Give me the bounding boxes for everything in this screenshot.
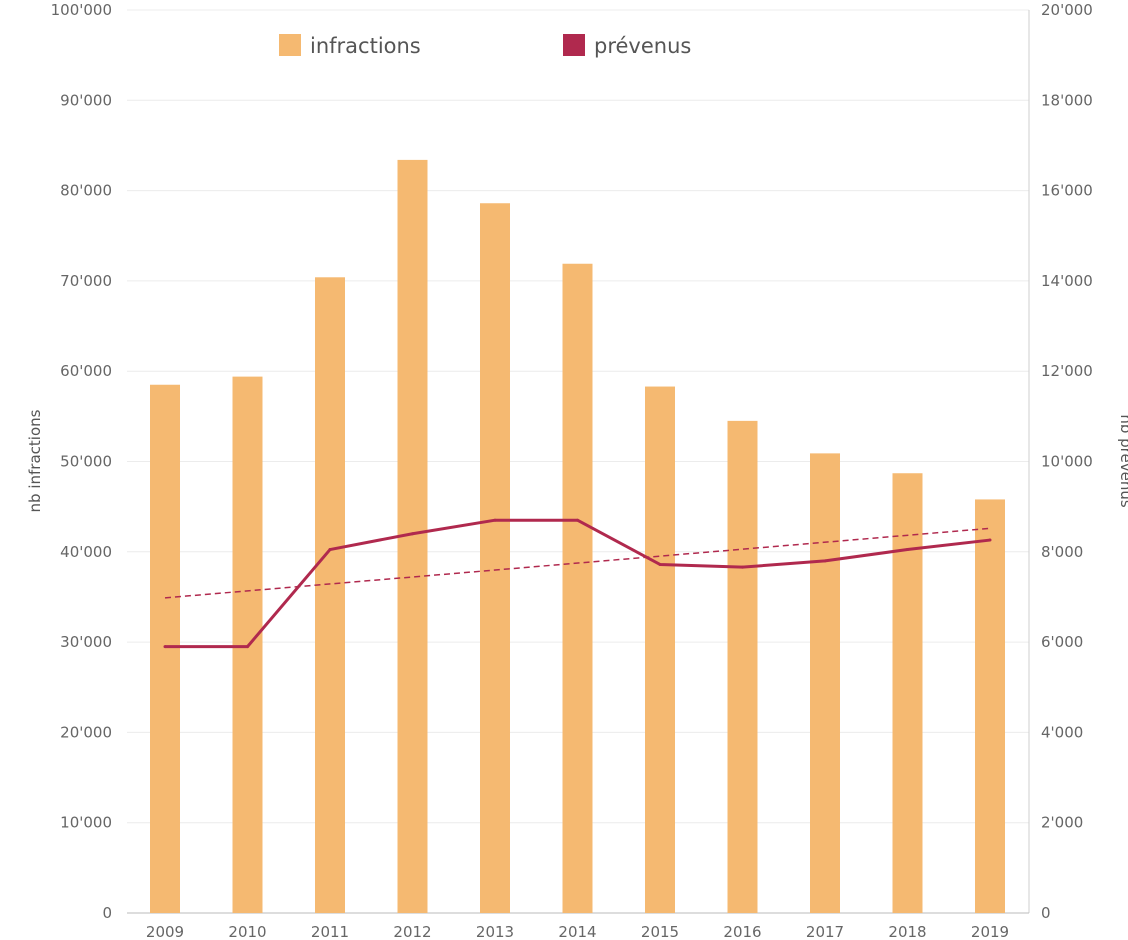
y-tick-label-right: 0 bbox=[1041, 904, 1051, 922]
x-tick-label: 2017 bbox=[806, 923, 844, 940]
y-tick-label-right: 12'000 bbox=[1041, 362, 1093, 380]
bar-infractions bbox=[480, 203, 510, 913]
bar-series-infractions bbox=[150, 159, 1005, 914]
y-tick-label-left: 30'000 bbox=[60, 633, 112, 651]
legend-swatch-infractions bbox=[279, 34, 301, 56]
bar-infractions bbox=[562, 263, 593, 913]
x-tick-label: 2009 bbox=[146, 923, 184, 940]
y-tick-label-left: 60'000 bbox=[60, 362, 112, 380]
point-prevenus bbox=[823, 559, 827, 563]
y-tick-label-left: 10'000 bbox=[60, 814, 112, 832]
y-tick-label-left: 40'000 bbox=[60, 543, 112, 561]
y-tick-label-right: 4'000 bbox=[1041, 723, 1083, 741]
y-tick-label-left: 0 bbox=[102, 904, 112, 922]
y-tick-label-right: 14'000 bbox=[1041, 272, 1093, 290]
y-tick-label-right: 20'000 bbox=[1041, 1, 1093, 19]
y-axis-title-right: nb prévenus bbox=[1117, 414, 1128, 508]
bar-infractions bbox=[645, 386, 675, 913]
legend: infractions prévenus bbox=[279, 34, 691, 58]
point-prevenus bbox=[246, 645, 249, 649]
x-tick-label: 2013 bbox=[476, 923, 514, 940]
x-tick-label: 2014 bbox=[558, 923, 596, 940]
bar-infractions bbox=[315, 277, 345, 914]
point-prevenus bbox=[906, 548, 909, 552]
legend-label-prevenus: prévenus bbox=[594, 34, 691, 58]
bar-infractions bbox=[892, 473, 923, 913]
x-tick-label: 2015 bbox=[641, 923, 679, 940]
point-prevenus bbox=[163, 645, 167, 649]
x-tick-label: 2012 bbox=[393, 923, 431, 940]
point-prevenus bbox=[988, 538, 992, 542]
bar-infractions bbox=[150, 384, 180, 913]
y-tick-label-right: 2'000 bbox=[1041, 814, 1083, 832]
y-tick-label-left: 50'000 bbox=[60, 453, 112, 471]
line-series-prevenus bbox=[163, 518, 992, 649]
point-prevenus bbox=[411, 532, 414, 536]
legend-swatch-prevenus bbox=[563, 34, 585, 56]
y-tick-label-left: 80'000 bbox=[60, 182, 112, 200]
bar-infractions bbox=[975, 499, 1005, 913]
y-tick-label-left: 20'000 bbox=[60, 723, 112, 741]
tick-labels: 0 0 10'000 2'000 20'000 4'000 30'000 6'000 40'00… bbox=[26, 1, 1128, 940]
y-tick-label-left: 90'000 bbox=[60, 91, 112, 109]
bar-infractions bbox=[727, 420, 758, 913]
x-tick-label: 2019 bbox=[971, 923, 1009, 940]
point-prevenus bbox=[741, 565, 744, 569]
y-tick-label-right: 16'000 bbox=[1041, 182, 1093, 200]
y-axis-title-left: nb infractions bbox=[26, 409, 44, 512]
x-tick-label: 2016 bbox=[723, 923, 761, 940]
x-tick-label: 2011 bbox=[311, 923, 349, 940]
point-prevenus bbox=[658, 562, 662, 566]
trendline-prevenus bbox=[164, 527, 991, 599]
y-tick-label-right: 18'000 bbox=[1041, 91, 1093, 109]
bar-infractions bbox=[810, 453, 840, 913]
y-tick-label-left: 70'000 bbox=[60, 272, 112, 290]
y-tick-label-left: 100'000 bbox=[51, 1, 112, 19]
point-prevenus bbox=[493, 518, 497, 522]
point-prevenus bbox=[576, 518, 579, 522]
x-tick-label: 2010 bbox=[228, 923, 266, 940]
y-tick-label-right: 10'000 bbox=[1041, 453, 1093, 471]
point-prevenus bbox=[328, 548, 332, 552]
y-tick-label-right: 8'000 bbox=[1041, 543, 1083, 561]
x-tick-label: 2018 bbox=[888, 923, 926, 940]
y-tick-label-right: 6'000 bbox=[1041, 633, 1083, 651]
legend-label-infractions: infractions bbox=[310, 34, 421, 58]
